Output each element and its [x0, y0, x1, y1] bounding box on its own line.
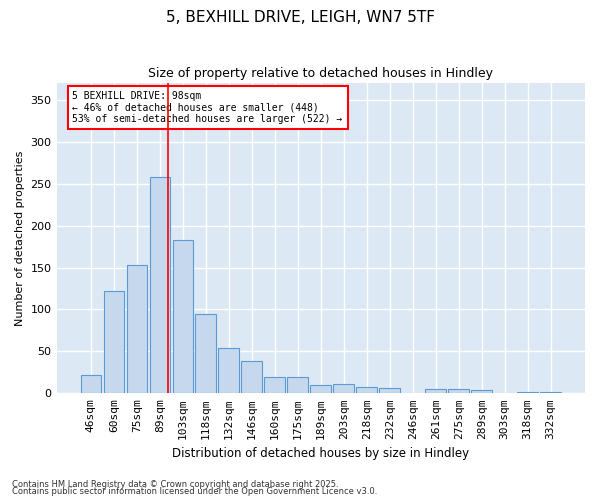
Bar [196, 314, 216, 394]
Bar [149, 177, 170, 394]
Text: 5 BEXHILL DRIVE: 98sqm
← 46% of detached houses are smaller (448)
53% of semi-de: 5 BEXHILL DRIVE: 98sqm ← 46% of detached… [73, 91, 343, 124]
X-axis label: Distribution of detached houses by size in Hindley: Distribution of detached houses by size … [172, 447, 469, 460]
Bar [310, 385, 331, 394]
Bar [218, 348, 239, 394]
Bar [80, 375, 101, 394]
Bar [127, 265, 147, 394]
Bar [265, 376, 285, 394]
Bar [448, 389, 469, 394]
Title: Size of property relative to detached houses in Hindley: Size of property relative to detached ho… [148, 68, 493, 80]
Bar [379, 388, 400, 394]
Bar [517, 392, 538, 394]
Y-axis label: Number of detached properties: Number of detached properties [15, 150, 25, 326]
Bar [356, 388, 377, 394]
Text: Contains HM Land Registry data © Crown copyright and database right 2025.: Contains HM Land Registry data © Crown c… [12, 480, 338, 489]
Bar [241, 360, 262, 394]
Text: 5, BEXHILL DRIVE, LEIGH, WN7 5TF: 5, BEXHILL DRIVE, LEIGH, WN7 5TF [166, 10, 434, 25]
Bar [472, 390, 492, 394]
Text: Contains public sector information licensed under the Open Government Licence v3: Contains public sector information licen… [12, 487, 377, 496]
Bar [104, 291, 124, 394]
Bar [334, 384, 354, 394]
Bar [287, 376, 308, 394]
Bar [425, 389, 446, 394]
Bar [173, 240, 193, 394]
Bar [540, 392, 561, 394]
